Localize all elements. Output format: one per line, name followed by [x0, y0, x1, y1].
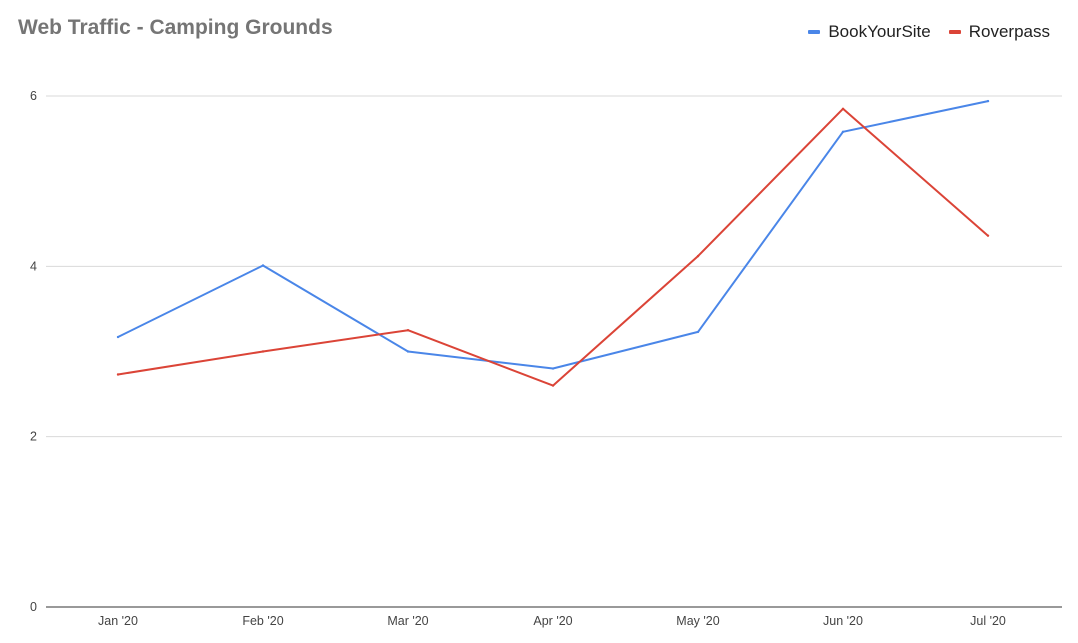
data-point-series-1-0 — [116, 373, 120, 376]
data-point-series-1-6 — [986, 234, 990, 237]
data-point-series-1-1 — [261, 350, 265, 353]
x-tick-label-3: Apr '20 — [533, 614, 572, 628]
legend-item-series-0: BookYourSite — [808, 22, 931, 42]
data-point-series-0-5 — [841, 130, 845, 133]
data-point-series-0-0 — [116, 335, 120, 339]
data-point-series-1-2 — [406, 329, 410, 332]
x-tick-label-6: Jul '20 — [970, 614, 1006, 628]
x-tick-label-1: Feb '20 — [242, 614, 283, 628]
series-line-1 — [117, 107, 989, 387]
legend-item-series-1: Roverpass — [948, 22, 1050, 42]
series-line-0 — [117, 100, 989, 370]
chart-title: Web Traffic - Camping Grounds — [18, 16, 333, 39]
legend-swatch-series-0 — [808, 30, 821, 34]
data-point-series-0-3 — [551, 367, 555, 370]
y-tick-label-0: 0 — [30, 600, 37, 614]
legend-label-series-1: Roverpass — [968, 22, 1050, 41]
x-tick-label-5: Jun '20 — [823, 614, 863, 628]
legend-label-series-0: BookYourSite — [828, 22, 931, 41]
data-point-series-0-1 — [261, 264, 265, 267]
data-point-series-0-4 — [696, 330, 700, 334]
data-point-series-1-3 — [551, 384, 555, 387]
x-tick-label-2: Mar '20 — [387, 614, 428, 628]
x-tick-label-0: Jan '20 — [98, 614, 138, 628]
data-point-series-0-2 — [406, 350, 410, 353]
y-tick-label-6: 6 — [30, 89, 37, 103]
data-point-series-1-5 — [841, 107, 845, 110]
y-tick-label-4: 4 — [30, 259, 37, 273]
legend: BookYourSite Roverpass — [808, 22, 1050, 42]
data-point-series-0-6 — [986, 99, 990, 103]
x-tick-label-4: May '20 — [676, 614, 719, 628]
legend-swatch-series-1 — [948, 30, 961, 34]
data-point-series-1-4 — [696, 254, 700, 258]
y-tick-label-2: 2 — [30, 430, 37, 444]
